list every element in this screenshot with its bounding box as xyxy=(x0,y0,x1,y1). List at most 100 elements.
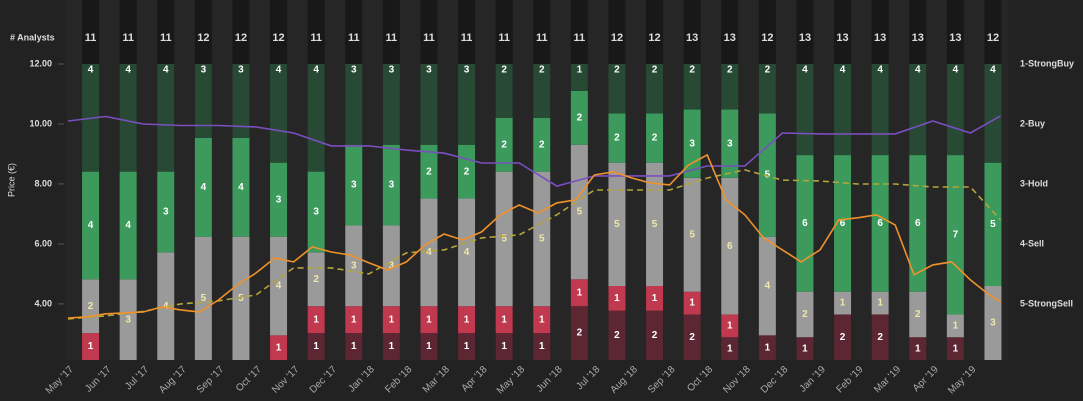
segment-label: 4 xyxy=(840,65,846,76)
segment-label: 3 xyxy=(313,207,319,218)
segment-label: 3 xyxy=(163,207,169,218)
segment-label: 2 xyxy=(614,330,620,341)
segment-label: 2 xyxy=(464,166,470,177)
bar-segment xyxy=(608,113,626,163)
analyst-count: 12 xyxy=(648,32,660,44)
segment-label: 1 xyxy=(501,341,507,352)
analyst-count: 12 xyxy=(197,32,209,44)
y-axis-label: Price (€) xyxy=(6,163,16,197)
segment-label: 2 xyxy=(652,65,658,76)
segment-label: 2 xyxy=(426,166,432,177)
bar-segment xyxy=(420,198,438,307)
segment-label: 4 xyxy=(802,65,808,76)
segment-label: 2 xyxy=(877,332,883,343)
bar-segment xyxy=(82,171,100,280)
y2-tick-label: 2-Buy xyxy=(1020,118,1045,128)
y2-tick-label: 1-StrongBuy xyxy=(1020,58,1074,68)
segment-label: 3 xyxy=(125,314,131,325)
bar-segment xyxy=(646,310,664,360)
bar-segment xyxy=(796,337,814,360)
segment-label: 2 xyxy=(577,328,583,339)
bar-segment xyxy=(307,252,325,307)
bar-segment xyxy=(608,162,626,286)
bar-segment xyxy=(458,333,476,360)
bar-segment xyxy=(345,225,363,307)
bar-segment xyxy=(834,64,852,156)
segment-label: 2 xyxy=(501,139,507,150)
segment-label: 2 xyxy=(727,65,733,76)
bar-segment xyxy=(157,171,175,253)
segment-label: 7 xyxy=(953,229,959,240)
analyst-count: 12 xyxy=(272,32,284,44)
segment-label: 1 xyxy=(313,314,319,325)
y2-tick-label: 5-StrongSell xyxy=(1020,299,1073,309)
analyst-count: 12 xyxy=(987,32,999,44)
bar-segment xyxy=(570,64,588,91)
segment-label: 1 xyxy=(953,320,959,331)
bar-segment xyxy=(194,138,212,237)
segment-label: 4 xyxy=(877,65,883,76)
segment-label: 4 xyxy=(953,65,959,76)
bar-segment xyxy=(270,162,288,237)
analyst-count: 11 xyxy=(122,32,134,44)
bar-segment xyxy=(646,64,664,114)
segment-label: 5 xyxy=(501,234,507,245)
bar-segment xyxy=(646,162,664,286)
segment-label: 1 xyxy=(464,341,470,352)
y-tick-label: 8.00 xyxy=(34,178,52,188)
segment-label: 1 xyxy=(539,341,545,352)
bar-segment xyxy=(871,155,889,292)
segment-label: 2 xyxy=(689,65,695,76)
bar-segment xyxy=(232,138,250,237)
bar-segment xyxy=(307,306,325,334)
bar-segment xyxy=(119,171,137,280)
segment-label: 3 xyxy=(201,65,207,76)
bar-segment xyxy=(270,64,288,163)
segment-label: 1 xyxy=(501,314,507,325)
bar-segment xyxy=(420,64,438,145)
bar-segment xyxy=(495,64,513,118)
segment-label: 1 xyxy=(276,342,282,353)
segment-label: 4 xyxy=(464,247,470,258)
analyst-count: 11 xyxy=(310,32,322,44)
segment-label: 4 xyxy=(163,65,169,76)
segment-label: 4 xyxy=(88,220,94,231)
segment-label: 5 xyxy=(689,229,695,240)
segment-label: 1 xyxy=(539,314,545,325)
analyst-count: 11 xyxy=(386,32,398,44)
y2-tick-label: 3-Hold xyxy=(1020,178,1048,188)
segment-label: 3 xyxy=(464,65,470,76)
bar-segment xyxy=(345,306,363,334)
analyst-count: 11 xyxy=(461,32,473,44)
analyst-count: 12 xyxy=(761,32,773,44)
bar-segment xyxy=(946,337,964,360)
segment-label: 1 xyxy=(351,341,357,352)
analyst-count: 11 xyxy=(160,32,172,44)
segment-label: 5 xyxy=(539,234,545,245)
bar-segment xyxy=(834,291,852,315)
segment-label: 4 xyxy=(313,65,319,76)
bar-segment xyxy=(382,64,400,145)
bar-segment xyxy=(946,64,964,156)
bar-segment xyxy=(157,64,175,172)
segment-label: 4 xyxy=(915,65,921,76)
analyst-count: 13 xyxy=(912,32,924,44)
bar-segment xyxy=(721,177,739,315)
segment-label: 3 xyxy=(351,65,357,76)
segment-label: 1 xyxy=(389,314,395,325)
bar-segment xyxy=(946,314,964,338)
segment-label: 1 xyxy=(915,343,921,354)
line-series xyxy=(67,115,1001,187)
bar-segment xyxy=(270,335,288,360)
bar-segment xyxy=(420,144,438,199)
segment-label: 1 xyxy=(652,293,658,304)
bar-segment xyxy=(345,64,363,145)
segment-label: 4 xyxy=(426,247,432,258)
y-tick-label: 4.00 xyxy=(34,298,52,308)
segment-label: 2 xyxy=(501,65,507,76)
bar-segment xyxy=(82,333,100,360)
segment-label: 3 xyxy=(389,260,395,271)
y2-tick-label: 4-Sell xyxy=(1020,238,1044,248)
segment-label: 2 xyxy=(614,65,620,76)
bar-segment xyxy=(382,306,400,334)
